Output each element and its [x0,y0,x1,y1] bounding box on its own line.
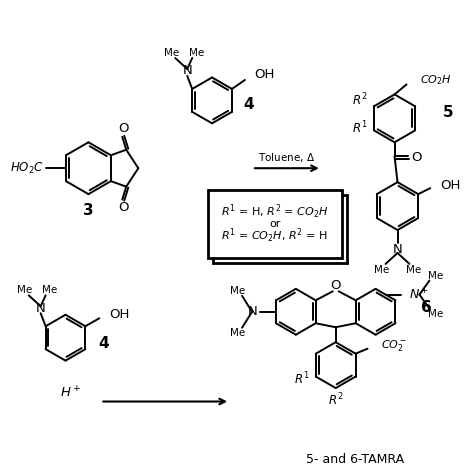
Text: $CO_2^-$: $CO_2^-$ [382,338,408,353]
Text: Me: Me [17,285,32,295]
Text: 3: 3 [83,202,94,218]
Text: OH: OH [254,68,274,82]
Text: O: O [411,151,422,164]
Text: OH: OH [440,179,461,191]
Text: N: N [392,244,402,256]
Text: $R^1$ = $CO_2H$, $R^2$ = H: $R^1$ = $CO_2H$, $R^2$ = H [221,227,328,245]
Text: Me: Me [374,265,389,275]
Text: O: O [118,122,128,135]
Text: N: N [36,302,46,315]
Text: $H^+$: $H^+$ [60,385,81,400]
Text: Me: Me [164,48,179,58]
Text: OH: OH [109,308,130,321]
Text: 5: 5 [443,105,454,120]
Text: $R^1$ = H, $R^2$ = $CO_2H$: $R^1$ = H, $R^2$ = $CO_2H$ [221,203,328,221]
Text: $HO_2C$: $HO_2C$ [10,161,44,176]
Text: Me: Me [406,265,421,275]
Text: Toluene, $\Delta$: Toluene, $\Delta$ [258,151,315,164]
Text: Me: Me [428,271,443,281]
Text: Me: Me [230,286,246,296]
Text: 4: 4 [99,336,109,351]
Text: $N^+$: $N^+$ [410,287,430,302]
Text: 4: 4 [243,97,254,112]
Text: $R^2$: $R^2$ [328,392,344,408]
Text: 6: 6 [421,301,432,315]
Bar [208,190,342,258]
Text: Me: Me [428,309,443,319]
Text: $R^2$: $R^2$ [352,92,368,109]
Text: N: N [182,64,192,77]
Text: Me: Me [230,328,246,337]
Text: O: O [118,201,128,214]
Text: $R^1$: $R^1$ [352,120,368,137]
Text: or: or [269,219,281,229]
Text: $CO_2H$: $CO_2H$ [420,73,452,87]
Bar [213,195,346,263]
Text: O: O [330,279,341,292]
Text: 5- and 6-TAMRA: 5- and 6-TAMRA [306,453,404,466]
Text: $R^1$: $R^1$ [294,370,310,387]
Text: Me: Me [189,48,204,58]
Text: Me: Me [42,285,57,295]
Text: N: N [247,305,257,318]
